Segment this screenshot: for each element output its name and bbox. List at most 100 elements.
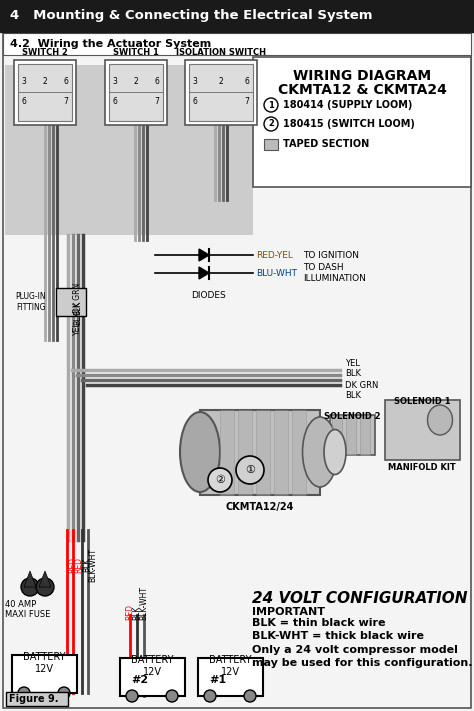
Text: 3: 3: [192, 77, 198, 87]
Bar: [330, 415, 375, 455]
Text: BATTERY
12V: BATTERY 12V: [131, 655, 173, 677]
Circle shape: [126, 690, 138, 702]
Text: RED: RED: [126, 604, 135, 620]
Text: CKMTA12 & CKMTA24: CKMTA12 & CKMTA24: [278, 83, 447, 97]
Text: TO IGNITION: TO IGNITION: [303, 250, 359, 260]
Text: 7: 7: [64, 97, 68, 107]
Text: 1: 1: [268, 100, 274, 109]
Text: 6: 6: [192, 97, 198, 107]
Text: may be used for this configuration.: may be used for this configuration.: [252, 658, 473, 668]
Text: MANIFOLD KIT: MANIFOLD KIT: [388, 463, 456, 472]
Circle shape: [204, 690, 216, 702]
Bar: [253, 57, 471, 187]
Text: BATTERY
12V: BATTERY 12V: [209, 655, 251, 677]
Text: PLUG-IN
FITTING: PLUG-IN FITTING: [15, 292, 46, 311]
Text: 2: 2: [43, 77, 47, 87]
Text: 2: 2: [134, 77, 138, 87]
Text: 7: 7: [245, 97, 249, 107]
Bar: [274, 410, 288, 495]
Text: 180415 (SWITCH LOOM): 180415 (SWITCH LOOM): [283, 119, 415, 129]
Bar: [198, 658, 263, 696]
Text: 40 AMP
MAXI FUSE: 40 AMP MAXI FUSE: [5, 600, 50, 619]
Bar: [109, 64, 163, 121]
Polygon shape: [24, 571, 36, 587]
Text: YEL: YEL: [73, 321, 82, 335]
Bar: [332, 415, 342, 455]
Text: TO DASH
ILLUMINATION: TO DASH ILLUMINATION: [303, 263, 366, 283]
Bar: [220, 410, 234, 495]
Text: 6: 6: [155, 77, 159, 87]
Text: BLK: BLK: [345, 370, 361, 378]
Text: BLK-WHT: BLK-WHT: [88, 548, 97, 582]
Text: SOLENOID 2: SOLENOID 2: [324, 412, 380, 421]
Bar: [360, 415, 370, 455]
Circle shape: [264, 98, 278, 112]
Bar: [14, 60, 76, 125]
Text: 6: 6: [245, 77, 249, 87]
Circle shape: [21, 578, 39, 596]
Text: IMPORTANT: IMPORTANT: [252, 607, 325, 617]
Text: CKMTA12/24: CKMTA12/24: [226, 502, 294, 512]
Text: BLU-WHT: BLU-WHT: [256, 269, 297, 277]
Text: 7: 7: [155, 97, 159, 107]
Text: RED: RED: [74, 557, 83, 573]
Text: DK GRN: DK GRN: [345, 380, 378, 390]
Bar: [120, 658, 185, 696]
Text: WIRING DIAGRAM: WIRING DIAGRAM: [293, 69, 431, 83]
Text: SWITCH 2: SWITCH 2: [22, 48, 68, 57]
Text: 6: 6: [112, 97, 118, 107]
Text: YEL: YEL: [345, 358, 360, 368]
Bar: [56, 288, 86, 316]
Circle shape: [36, 578, 54, 596]
Ellipse shape: [302, 417, 337, 487]
Polygon shape: [39, 571, 51, 587]
Text: 3: 3: [21, 77, 27, 87]
Text: 24 VOLT CONFIGURATION: 24 VOLT CONFIGURATION: [252, 591, 467, 606]
Text: ①: ①: [245, 465, 255, 475]
Polygon shape: [199, 267, 209, 279]
Text: TAPED SECTION: TAPED SECTION: [283, 139, 369, 149]
Text: BLK-WHT: BLK-WHT: [139, 586, 148, 620]
Bar: [385, 400, 460, 460]
Text: 6: 6: [21, 97, 27, 107]
Text: DIODES: DIODES: [191, 291, 227, 300]
Text: 4   Mounting & Connecting the Electrical System: 4 Mounting & Connecting the Electrical S…: [10, 9, 373, 23]
Polygon shape: [199, 249, 209, 261]
Text: Only a 24 volt compressor model: Only a 24 volt compressor model: [252, 645, 458, 655]
Circle shape: [166, 690, 178, 702]
Text: BLK: BLK: [345, 392, 361, 400]
Text: 2: 2: [219, 77, 223, 87]
Text: DK GRN: DK GRN: [73, 283, 82, 313]
Text: #2: #2: [131, 675, 148, 685]
Circle shape: [236, 456, 264, 484]
Bar: [256, 410, 270, 495]
Bar: [264, 139, 278, 150]
Text: RED: RED: [68, 557, 77, 573]
Text: RED-YEL: RED-YEL: [256, 250, 293, 260]
Ellipse shape: [180, 412, 220, 492]
Circle shape: [18, 687, 30, 699]
Text: BLK = thin black wire: BLK = thin black wire: [252, 618, 385, 628]
Bar: [200, 410, 320, 495]
Circle shape: [264, 117, 278, 131]
Circle shape: [58, 687, 70, 699]
Bar: [0, 0, 474, 32]
Bar: [5, 65, 253, 235]
Text: ISOLATION SWITCH: ISOLATION SWITCH: [176, 48, 266, 57]
Bar: [6, 692, 68, 706]
Text: BLK: BLK: [73, 311, 82, 325]
Text: 4.2  Wiring the Actuator System: 4.2 Wiring the Actuator System: [10, 39, 211, 49]
Circle shape: [244, 690, 256, 702]
Bar: [238, 410, 252, 495]
Circle shape: [208, 468, 232, 492]
Text: 2: 2: [268, 119, 274, 129]
Bar: [12, 655, 77, 693]
Text: 3: 3: [112, 77, 118, 87]
Bar: [185, 60, 257, 125]
Ellipse shape: [428, 405, 453, 435]
Text: #1: #1: [210, 675, 227, 685]
Bar: [105, 60, 167, 125]
Bar: [3, 33, 471, 55]
Bar: [18, 64, 72, 121]
Text: BLK: BLK: [73, 301, 82, 315]
